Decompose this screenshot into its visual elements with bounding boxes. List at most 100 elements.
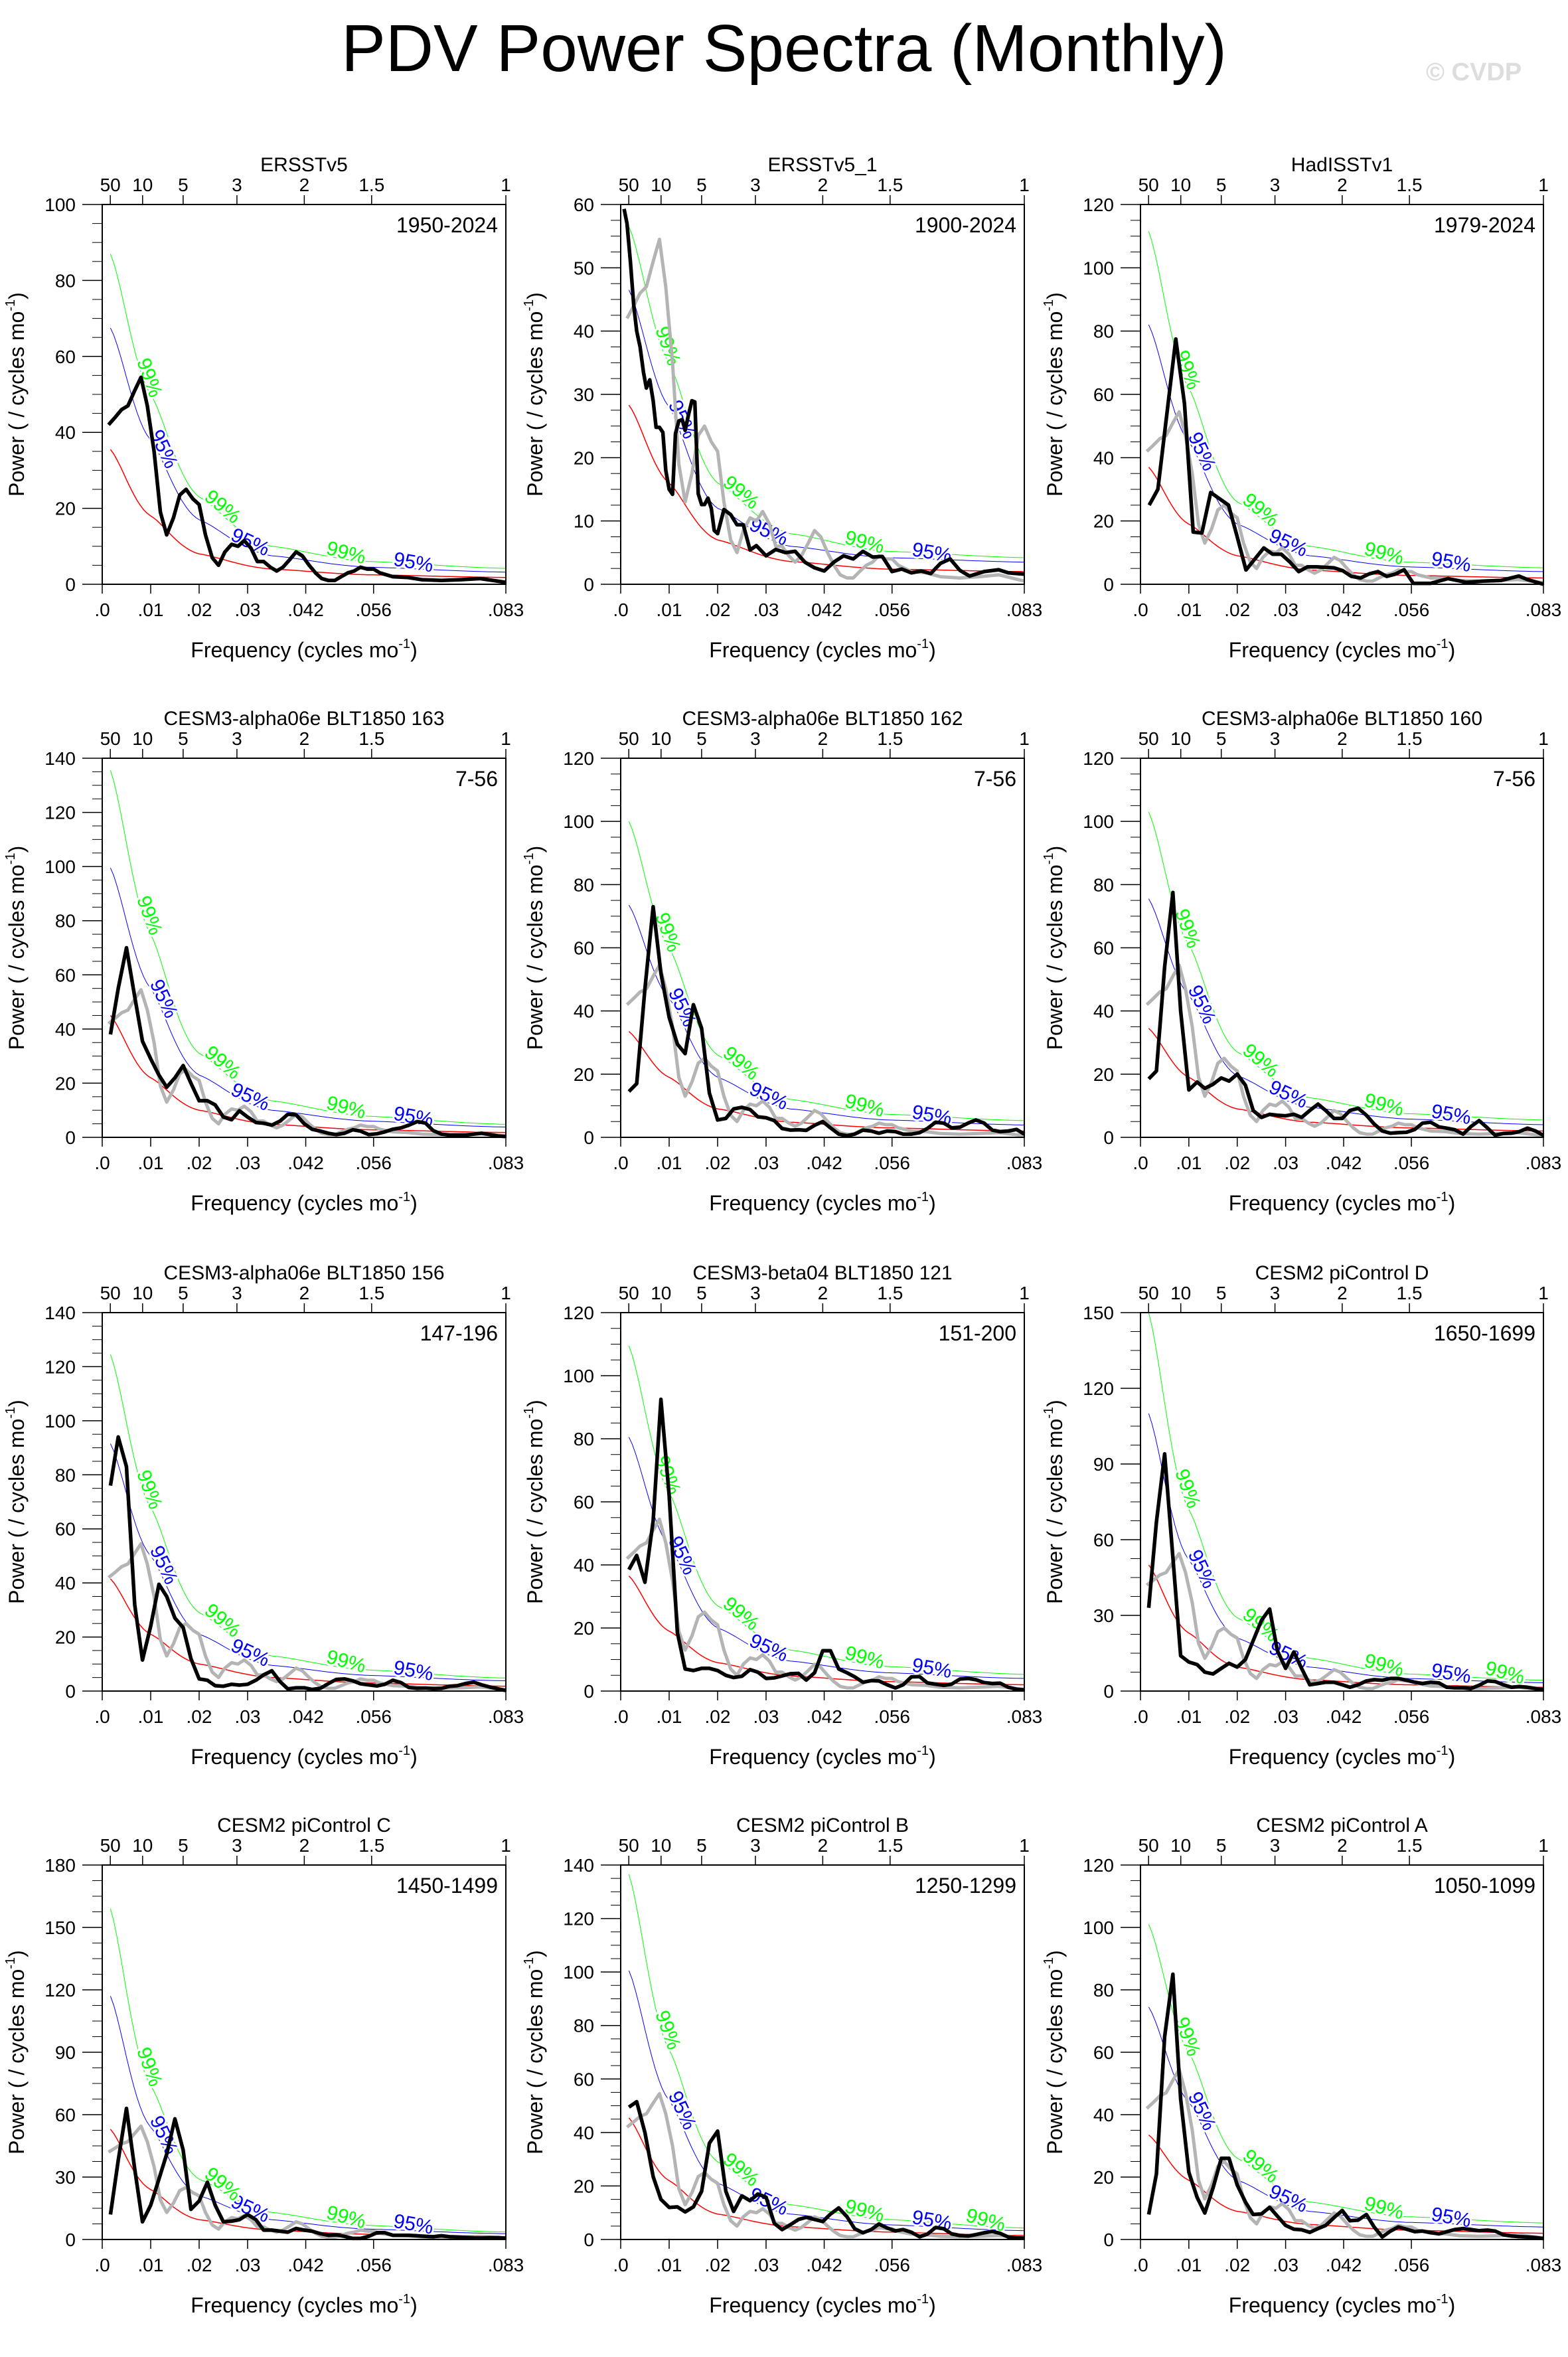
model-spectrum-line bbox=[108, 2106, 507, 2241]
top-period-tick-label: 50 bbox=[1138, 1835, 1159, 1856]
y-tick-label: 30 bbox=[574, 384, 594, 405]
y-tick-label: 40 bbox=[55, 422, 76, 443]
y-tick-label: 140 bbox=[44, 748, 76, 769]
y-axis-label: Power ( / cycles mo-1) bbox=[3, 1950, 29, 2154]
y-tick-label: 40 bbox=[1093, 2105, 1114, 2125]
y-axis-label-close: ) bbox=[523, 292, 547, 299]
x-tick-label: .02 bbox=[705, 1153, 731, 1173]
x-tick-label: .056 bbox=[355, 2255, 392, 2275]
y-tick-label: 80 bbox=[55, 911, 76, 932]
y-axis-label: Power ( / cycles mo-1) bbox=[1042, 846, 1067, 1050]
sig95-curve bbox=[110, 868, 507, 1127]
x-tick-label: .0 bbox=[1133, 1153, 1148, 1173]
y-tick-label: 100 bbox=[563, 811, 594, 832]
y-tick-label: 60 bbox=[1093, 384, 1114, 405]
top-period-tick-label: 1.5 bbox=[1397, 1283, 1423, 1303]
model-spectrum-line bbox=[107, 375, 507, 584]
model-spectrum-line bbox=[627, 2099, 1025, 2240]
x-axis-label-sup: -1 bbox=[398, 637, 410, 651]
top-period-tick-label: 10 bbox=[132, 1283, 153, 1303]
sig95-label: 95% bbox=[228, 524, 273, 560]
panel-title: HadISSTv1 bbox=[1291, 154, 1393, 176]
x-tick-label: .02 bbox=[1224, 2255, 1250, 2275]
x-tick-label: .042 bbox=[287, 2255, 324, 2275]
x-tick-label: .0 bbox=[613, 1153, 628, 1173]
top-period-tick-label: 50 bbox=[1138, 175, 1159, 195]
y-tick-label: 90 bbox=[1093, 1454, 1114, 1475]
x-axis-label-close: ) bbox=[929, 1191, 936, 1215]
y-tick-label: 0 bbox=[1103, 2230, 1114, 2250]
y-tick-label: 20 bbox=[574, 2176, 594, 2196]
y-axis-label-close: ) bbox=[1043, 1400, 1067, 1407]
y-tick-label: 0 bbox=[65, 1127, 76, 1148]
x-tick-label: .083 bbox=[488, 1153, 524, 1173]
y-axis-label: Power ( / cycles mo-1) bbox=[3, 292, 29, 497]
y-axis-label-close: ) bbox=[5, 846, 29, 853]
plot-frame bbox=[102, 1864, 507, 2240]
y-tick-label: 120 bbox=[1083, 1378, 1114, 1399]
y-tick-label: 80 bbox=[1093, 1980, 1114, 2000]
x-axis-label-close: ) bbox=[929, 638, 936, 662]
top-period-tick-label: 10 bbox=[132, 1835, 153, 1856]
top-period-tick-label: 3 bbox=[232, 1835, 242, 1856]
top-period-tick-label: 5 bbox=[1216, 1835, 1227, 1856]
x-axis-label-close: ) bbox=[929, 1745, 936, 1769]
x-axis-label-close: ) bbox=[410, 1191, 418, 1215]
period-label: 1050-1099 bbox=[1434, 1874, 1535, 1898]
x-tick-label: .083 bbox=[1526, 1706, 1562, 1727]
x-axis-label-sup: -1 bbox=[398, 1744, 410, 1758]
x-tick-label: .03 bbox=[1273, 1706, 1298, 1727]
top-period-tick-label: 10 bbox=[1170, 1835, 1191, 1856]
chart-panel: 95%95%95%99%99%99%0102030405060.0.01.02.… bbox=[522, 154, 1042, 662]
sig99-curve bbox=[1148, 231, 1544, 568]
y-tick-label: 60 bbox=[1093, 938, 1114, 959]
x-tick-label: .03 bbox=[234, 1153, 260, 1173]
x-axis-label-sup: -1 bbox=[917, 1744, 929, 1758]
x-tick-label: .083 bbox=[1526, 2255, 1562, 2275]
sig99-curve bbox=[110, 1908, 507, 2233]
x-axis-label: Frequency (cycles mo-1) bbox=[709, 2292, 935, 2317]
panel-title: CESM3-alpha06e BLT1850 163 bbox=[163, 708, 444, 730]
top-period-tick-label: 5 bbox=[178, 175, 189, 195]
top-period-tick-label: 10 bbox=[132, 728, 153, 749]
y-tick-label: 80 bbox=[55, 1465, 76, 1485]
x-axis-label-close: ) bbox=[1449, 1745, 1456, 1769]
y-tick-label: 20 bbox=[55, 1627, 76, 1648]
model-spectrum-line bbox=[1146, 1972, 1544, 2241]
period-label: 1979-2024 bbox=[1434, 213, 1535, 237]
sig99-label: 99% bbox=[132, 893, 167, 938]
top-period-tick-label: 5 bbox=[1216, 728, 1227, 749]
x-tick-label: .042 bbox=[806, 2255, 842, 2275]
y-tick-label: 60 bbox=[574, 1492, 594, 1512]
top-period-tick-label: 2 bbox=[818, 728, 828, 749]
x-tick-label: .01 bbox=[657, 1706, 682, 1727]
x-axis-label: Frequency (cycles mo-1) bbox=[191, 2292, 417, 2317]
sig95-label: 95% bbox=[1430, 548, 1473, 576]
y-tick-label: 20 bbox=[1093, 511, 1114, 532]
sig99-curve bbox=[1148, 1312, 1544, 1681]
model-spectrum-line bbox=[627, 1397, 1025, 1692]
x-axis-label-sup: -1 bbox=[1437, 637, 1449, 651]
top-period-tick-label: 10 bbox=[132, 175, 153, 195]
x-tick-label: .02 bbox=[187, 2255, 212, 2275]
y-axis-label: Power ( / cycles mo-1) bbox=[1042, 292, 1067, 497]
chart-panel: 95%95%95%99%99%99%020406080100120.0.01.0… bbox=[522, 708, 1042, 1215]
x-tick-label: .056 bbox=[874, 1153, 910, 1173]
panel-title: CESM3-alpha06e BLT1850 160 bbox=[1202, 708, 1482, 730]
top-period-tick-label: 50 bbox=[619, 1835, 639, 1856]
reference-spectrum-line bbox=[107, 1542, 507, 1692]
y-tick-label: 40 bbox=[574, 321, 594, 342]
period-label: 1250-1299 bbox=[915, 1874, 1016, 1898]
top-period-tick-label: 2 bbox=[1337, 728, 1348, 749]
x-tick-label: .01 bbox=[1176, 1153, 1202, 1173]
x-tick-label: .0 bbox=[1133, 1706, 1148, 1727]
x-tick-label: .03 bbox=[753, 600, 779, 620]
top-period-tick-label: 10 bbox=[651, 1835, 671, 1856]
x-axis-label-close: ) bbox=[1449, 2293, 1456, 2317]
y-axis-label-close: ) bbox=[5, 1400, 29, 1407]
y-tick-label: 40 bbox=[1093, 1001, 1114, 1022]
sig99-label: 99% bbox=[1238, 1039, 1283, 1082]
x-axis-label-close: ) bbox=[1449, 638, 1456, 662]
x-tick-label: .01 bbox=[1176, 600, 1202, 620]
x-tick-label: .03 bbox=[1273, 1153, 1298, 1173]
